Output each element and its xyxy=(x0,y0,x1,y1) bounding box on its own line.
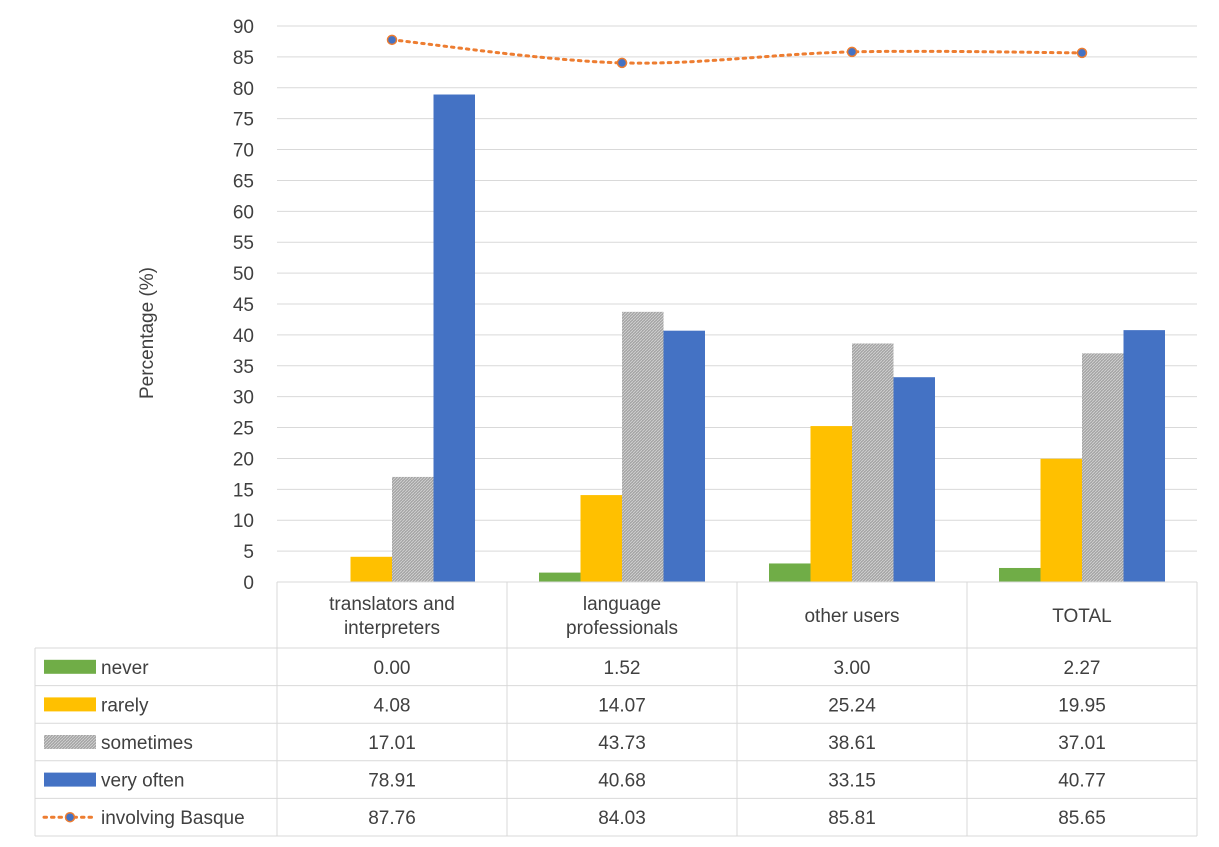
bar-very-often-translators-and-interpreters xyxy=(433,94,475,582)
gridlines xyxy=(277,25,1197,552)
bar-rarely-translators-and-interpreters xyxy=(350,556,392,582)
y-tick-label: 15 xyxy=(233,480,254,501)
line-involving-basque xyxy=(390,38,1084,65)
table-value-involving-basque: 87.76 xyxy=(368,808,416,829)
bar-rarely-language-professionals xyxy=(580,495,622,582)
bars xyxy=(350,94,1165,582)
bar-very-often-language-professionals xyxy=(663,330,705,582)
data-table: translators and interpreters language profe… xyxy=(34,581,1198,837)
category-label: professionals xyxy=(566,618,678,639)
legend-label-very-often: very often xyxy=(101,771,184,792)
y-tick-label: 10 xyxy=(233,511,254,532)
y-tick-label: 80 xyxy=(233,79,254,100)
table-value-involving-basque: 85.81 xyxy=(828,808,876,829)
legend-label-involving-basque: involving Basque xyxy=(101,808,245,829)
point-involving-basque-other-users xyxy=(846,46,858,58)
y-tick-label: 20 xyxy=(233,449,254,470)
y-tick-label: 0 xyxy=(243,573,254,594)
table-value-rarely: 25.24 xyxy=(828,695,876,716)
table-value-rarely: 19.95 xyxy=(1058,695,1106,716)
bar-very-often-total xyxy=(1123,330,1165,582)
bar-sometimes-total xyxy=(1082,353,1124,582)
y-tick-label: 90 xyxy=(233,17,254,38)
y-tick-label: 65 xyxy=(233,171,254,192)
table-value-sometimes: 38.61 xyxy=(828,733,876,754)
y-tick-label: 25 xyxy=(233,419,254,440)
table-value-never: 1.52 xyxy=(604,658,641,679)
point-involving-basque-translators-and-interpreters xyxy=(386,34,398,46)
y-tick-label: 35 xyxy=(233,357,254,378)
bar-never-language-professionals xyxy=(539,572,581,582)
bar-sometimes-translators-and-interpreters xyxy=(392,476,434,582)
category-label: translators and xyxy=(329,594,455,615)
table-value-involving-basque: 85.65 xyxy=(1058,808,1106,829)
bar-never-total xyxy=(999,567,1041,582)
legend-key-sometimes xyxy=(44,735,96,749)
bar-sometimes-other-users xyxy=(852,343,894,582)
legend-key-very-often xyxy=(44,772,96,787)
y-tick-label: 70 xyxy=(233,141,254,162)
y-tick-label: 85 xyxy=(233,48,254,69)
table-value-very-often: 40.68 xyxy=(598,771,646,792)
y-axis-title: Percentage (%) xyxy=(137,267,158,399)
y-axis-ticks: 0 5 10 15 20 25 30 35 40 45 50 55 60 65 70 75 80 85 90 xyxy=(233,17,254,594)
table-value-never: 2.27 xyxy=(1064,658,1101,679)
y-tick-label: 55 xyxy=(233,233,254,254)
category-label: interpreters xyxy=(344,618,440,639)
category-label: other users xyxy=(804,606,899,627)
table-value-very-often: 33.15 xyxy=(828,771,876,792)
bar-sometimes-language-professionals xyxy=(622,311,664,582)
legend-key-marker xyxy=(64,811,76,823)
y-tick-label: 40 xyxy=(233,326,254,347)
table-value-very-often: 78.91 xyxy=(368,771,416,792)
table-value-rarely: 14.07 xyxy=(598,695,646,716)
bar-rarely-other-users xyxy=(810,426,852,582)
point-involving-basque-total xyxy=(1076,47,1088,59)
y-tick-label: 5 xyxy=(243,542,254,563)
table-value-sometimes: 43.73 xyxy=(598,733,646,754)
bar-rarely-total xyxy=(1040,458,1082,582)
y-tick-label: 50 xyxy=(233,264,254,285)
legend-key-rarely xyxy=(44,697,96,712)
bar-very-often-other-users xyxy=(893,377,935,582)
legend-label-rarely: rarely xyxy=(101,695,149,716)
y-tick-label: 75 xyxy=(233,110,254,131)
legend-label-sometimes: sometimes xyxy=(101,733,193,754)
table-value-rarely: 4.08 xyxy=(374,695,411,716)
y-tick-label: 30 xyxy=(233,388,254,409)
y-tick-label: 45 xyxy=(233,295,254,316)
table-value-very-often: 40.77 xyxy=(1058,771,1106,792)
table-value-never: 3.00 xyxy=(834,658,871,679)
table-value-sometimes: 37.01 xyxy=(1058,733,1106,754)
table-value-never: 0.00 xyxy=(374,658,411,679)
table-value-involving-basque: 84.03 xyxy=(598,808,646,829)
legend-label-never: never xyxy=(101,658,149,679)
point-involving-basque-language-professionals xyxy=(616,57,628,69)
table-value-sometimes: 17.01 xyxy=(368,733,416,754)
involving-basque-line xyxy=(386,34,1088,69)
y-tick-label: 60 xyxy=(233,202,254,223)
category-label: TOTAL xyxy=(1052,606,1111,627)
legend-key-never xyxy=(44,659,96,674)
category-label: language xyxy=(583,594,661,615)
bar-never-other-users xyxy=(769,563,811,582)
